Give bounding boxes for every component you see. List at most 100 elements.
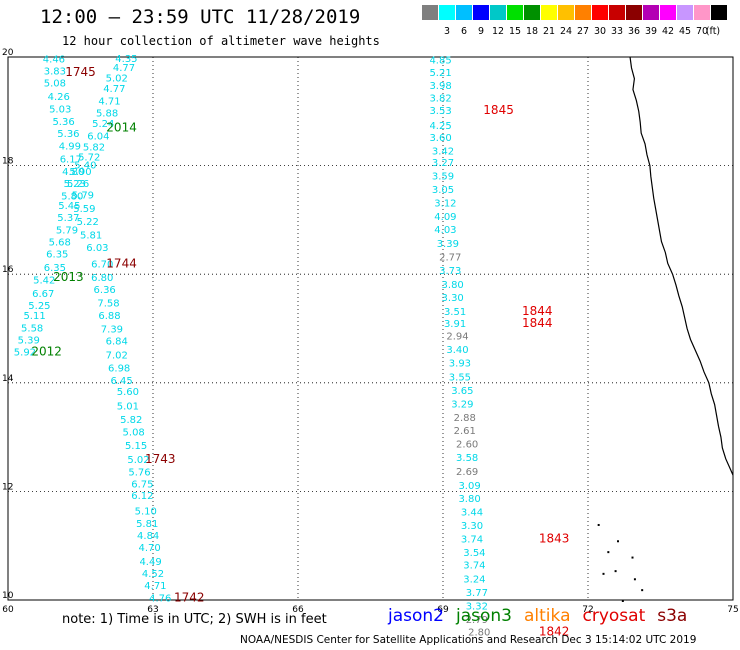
- swh-value-label: 6.35: [44, 263, 66, 274]
- swh-value-label: 6.70: [91, 259, 113, 270]
- swh-value-label: 6.04: [87, 132, 109, 143]
- lat-tick-label: 14: [2, 374, 14, 384]
- swh-value-label: 3.54: [463, 548, 485, 559]
- swh-value-label: 3.24: [463, 574, 485, 585]
- swh-value-label: 4.52: [142, 569, 164, 580]
- swh-value-label: 3.30: [442, 293, 464, 304]
- swh-value-label: 3.80: [458, 494, 480, 505]
- swh-value-label: 5.23: [64, 179, 86, 190]
- swh-value-label: 3.30: [461, 521, 483, 532]
- color-scale-label: 6: [460, 26, 468, 37]
- swh-value-label: 5.21: [429, 68, 451, 79]
- swh-value-label: 4.77: [113, 63, 135, 74]
- swh-value-label: 3.82: [429, 94, 451, 105]
- swh-value-label: 5.03: [49, 105, 71, 116]
- color-scale-swatch: [541, 5, 557, 20]
- swh-value-label: 7.02: [106, 351, 128, 362]
- swh-value-label: 3.09: [458, 481, 480, 492]
- swh-value-label: 3.83: [44, 67, 66, 78]
- swh-value-label: 5.02: [106, 74, 128, 85]
- island-speck: [607, 551, 610, 554]
- swh-value-label: 2.61: [454, 426, 476, 437]
- pass-time-label: 2014: [106, 121, 137, 135]
- swh-value-label: 2.60: [456, 440, 478, 451]
- swh-value-label: 3.05: [432, 185, 454, 196]
- color-scale-swatch: [558, 5, 574, 20]
- swh-value-label: 3.53: [429, 106, 451, 117]
- swh-value-label: 3.80: [442, 280, 464, 291]
- swh-value-label: 4.76: [149, 593, 171, 604]
- swh-value-label: 5.26: [67, 179, 89, 190]
- color-scale-swatch: [609, 5, 625, 20]
- swh-value-label: 6.12: [131, 491, 153, 502]
- swh-value-label: 2.80: [468, 627, 490, 638]
- color-scale-swatch: [711, 5, 727, 20]
- pass-time-label: 1844: [522, 304, 553, 318]
- satellite-cryosat: cryosat: [582, 606, 646, 626]
- credit-line: NOAA/NESDIS Center for Satellite Applica…: [240, 634, 697, 646]
- color-scale-swatch: [643, 5, 659, 20]
- color-scale-swatch: [456, 5, 472, 20]
- swh-value-label: 5.42: [33, 276, 55, 287]
- lon-tick-label: 75: [727, 605, 738, 615]
- lon-tick-label: 69: [437, 605, 449, 615]
- swh-value-label: 5.82: [83, 143, 105, 154]
- swh-value-label: 6.80: [91, 273, 113, 284]
- color-scale-swatch: [575, 5, 591, 20]
- island-speck: [621, 600, 624, 602]
- swh-value-label: 4.09: [434, 212, 456, 223]
- satellite-s3a: s3a: [657, 606, 688, 626]
- coastline: [629, 56, 734, 476]
- swh-value-label: 5.01: [117, 402, 139, 413]
- swh-value-label: 2.88: [454, 413, 476, 424]
- swh-value-label: 5.72: [78, 152, 100, 163]
- swh-value-label: 5.02: [127, 455, 149, 466]
- footer-note: note: 1) Time is in UTC; 2) SWH is in fe…: [62, 612, 327, 627]
- swh-value-label: 3.91: [444, 319, 466, 330]
- color-scale-swatch: [507, 5, 523, 20]
- color-scale-label: 18: [525, 26, 539, 37]
- swh-value-label: 5.22: [77, 217, 99, 228]
- swh-value-label: 5.24: [92, 119, 114, 130]
- swh-value-label: 6.98: [108, 364, 130, 375]
- swh-value-label: 3.55: [449, 372, 471, 383]
- swh-value-label: 5.81: [80, 231, 102, 242]
- swh-value-label: 3.44: [461, 507, 483, 518]
- satellite-jason3: jason3: [456, 606, 512, 626]
- swh-value-label: 4.71: [98, 96, 120, 107]
- lon-tick-label: 66: [292, 605, 304, 615]
- swh-value-label: 4.03: [434, 225, 456, 236]
- color-scale-swatch: [473, 5, 489, 20]
- color-scale-label: 33: [610, 26, 624, 37]
- swh-value-label: 5.08: [44, 79, 66, 90]
- swh-value-label: 4.80: [62, 167, 84, 178]
- satellite-jason2: jason2: [388, 606, 444, 626]
- swh-value-label: 5.79: [72, 190, 94, 201]
- swh-value-label: 4.26: [48, 92, 70, 103]
- swh-value-label: 2.77: [439, 252, 461, 263]
- swh-value-label: 5.81: [136, 519, 158, 530]
- swh-value-label: 4.99: [59, 142, 81, 153]
- swh-value-label: 4.49: [139, 557, 161, 568]
- swh-value-label: 5.11: [23, 311, 45, 322]
- swh-value-label: 2.69: [456, 467, 478, 478]
- color-scale-label: 24: [559, 26, 573, 37]
- color-scale-swatch: [490, 5, 506, 20]
- swh-value-label: 5.82: [120, 415, 142, 426]
- swh-value-label: 5.88: [96, 108, 118, 119]
- island-speck: [614, 570, 617, 573]
- swh-value-label: 5.08: [123, 428, 145, 439]
- swh-value-label: 5.92: [14, 347, 36, 358]
- island-speck: [602, 572, 605, 575]
- lon-tick-label: 72: [582, 605, 593, 615]
- swh-value-label: 3.40: [446, 345, 468, 356]
- swh-value-label: 3.74: [461, 535, 483, 546]
- pass-time-label: 1745: [65, 65, 96, 79]
- satellite-legend: jason2 jason3 altika cryosat s3a: [388, 606, 699, 626]
- swh-value-label: 7.39: [101, 325, 123, 336]
- swh-value-label: 3.74: [463, 561, 485, 572]
- island-speck: [617, 540, 619, 543]
- swh-value-label: 6.03: [86, 243, 108, 254]
- swh-value-label: 7.58: [97, 298, 119, 309]
- swh-value-label: 3.39: [437, 239, 459, 250]
